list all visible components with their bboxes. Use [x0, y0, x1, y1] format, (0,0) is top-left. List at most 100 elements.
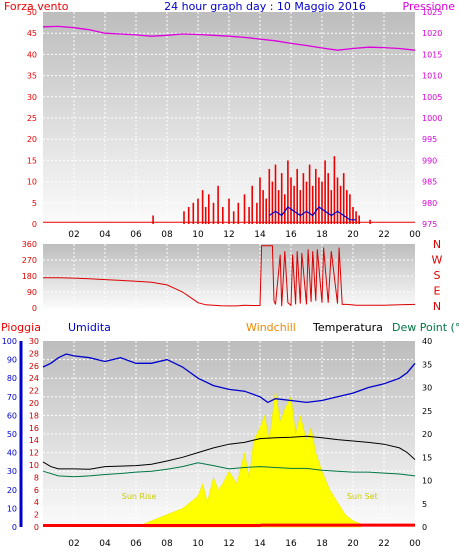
hour-tick-label: 14: [254, 230, 266, 240]
wind-bar: [296, 168, 298, 224]
temp-left-tick-label: 12: [29, 449, 39, 458]
wind-bar: [228, 198, 230, 224]
pressure-tick-label: 995: [422, 135, 437, 144]
wind-bar: [271, 181, 274, 224]
rain-tick-label: 40: [7, 449, 17, 458]
rain-tick-label: 20: [7, 486, 17, 495]
wind-tick-label: 25: [27, 114, 37, 123]
compass-label: N: [433, 300, 441, 313]
wind-pressure-panel: 24 hour graph day : 10 Maggio 2016 Forza…: [4, 0, 455, 240]
pressure-tick-label: 1000: [422, 114, 442, 123]
rain-tick-label: 70: [7, 393, 17, 402]
wind-bar: [222, 207, 224, 224]
wind-bar: [311, 185, 314, 224]
wind-bar: [277, 190, 280, 224]
rain-tick-label: 10: [7, 504, 17, 513]
hour-tick-label: 20: [347, 539, 359, 549]
temp-right-tick-label: 15: [422, 453, 432, 462]
wind-tick-label: 45: [27, 29, 37, 38]
wind-bar: [232, 211, 235, 224]
hour-tick-label: 06: [130, 230, 142, 240]
wind-bar: [346, 190, 348, 224]
temp-right-tick-label: 0: [422, 523, 427, 532]
wind-bar: [330, 190, 333, 224]
pressure-line: [42, 25, 416, 51]
wind-bar: [308, 164, 311, 224]
wind-bar: [318, 177, 320, 224]
wind-bar: [333, 156, 336, 224]
temp-left-tick-label: 16: [29, 424, 39, 433]
wind-bar: [290, 177, 292, 224]
wind-bar: [251, 185, 253, 224]
sun-annotation: Sun Rise: [122, 492, 157, 501]
wind-bar: [284, 194, 286, 224]
wind-bar: [369, 219, 371, 224]
hour-tick-label: 16: [285, 539, 297, 549]
compass-label: S: [434, 269, 441, 282]
wind-tick-label: 20: [27, 135, 37, 144]
hour-tick-label: 12: [223, 539, 234, 549]
temperature-line: [42, 435, 416, 470]
temp-left-tick-label: 22: [29, 387, 39, 396]
wind-bar: [212, 202, 215, 224]
wind-bar: [256, 202, 258, 224]
wind-bar: [324, 160, 326, 224]
temp-left-tick-label: 24: [29, 374, 39, 383]
wind-axis-label: Forza vento: [4, 0, 69, 13]
direction-tick-label: 360: [22, 240, 37, 249]
wind-bar: [305, 181, 308, 224]
wind-bar: [327, 173, 329, 224]
temp-right-tick-label: 5: [422, 500, 427, 509]
hour-tick-label: 18: [316, 230, 328, 240]
hour-tick-label: 00: [409, 539, 421, 549]
temp-left-tick-label: 18: [29, 411, 39, 420]
pressure-tick-label: 980: [422, 199, 437, 208]
wind-bar: [248, 207, 250, 224]
temp-left-tick-label: 20: [29, 399, 39, 408]
hour-tick-label: 16: [285, 230, 297, 240]
wind-bar: [352, 207, 354, 224]
temp-left-tick-label: 14: [29, 436, 39, 445]
hour-tick-label: 18: [316, 539, 328, 549]
hour-tick-label: 04: [99, 230, 111, 240]
wind-bar: [339, 185, 342, 224]
wind-tick-label: 5: [32, 199, 37, 208]
hour-tick-label: 08: [161, 539, 173, 549]
rain-tick-label: 80: [7, 374, 17, 383]
wind-bar: [187, 207, 190, 224]
direction-tick-label: 180: [22, 272, 37, 281]
wind-bar: [262, 190, 264, 224]
wind-bar: [259, 177, 261, 224]
humidity-axis-label: Umidita: [68, 321, 111, 334]
hour-tick-label: 12: [223, 230, 234, 240]
rain-axis-label: Pioggia: [1, 321, 41, 334]
hour-tick-label: 10: [192, 539, 204, 549]
rain-tick-label: 0: [12, 523, 17, 532]
wind-tick-label: 35: [27, 72, 37, 81]
wind-bar: [197, 198, 199, 224]
wind-bar: [280, 173, 283, 224]
wind-bar: [355, 211, 357, 224]
hour-tick-label: 10: [192, 230, 204, 240]
wind-bar: [349, 194, 351, 224]
hour-tick-label: 00: [409, 230, 421, 240]
temp-left-tick-label: 26: [29, 362, 39, 371]
wind-bar: [358, 215, 360, 224]
direction-tick-label: 90: [27, 288, 37, 297]
compass-label: E: [434, 285, 441, 298]
hour-tick-label: 02: [68, 230, 79, 240]
humidity-line: [42, 353, 416, 404]
hour-tick-label: 20: [347, 230, 359, 240]
wind-bar: [336, 177, 339, 224]
temp-left-tick-label: 2: [34, 511, 39, 520]
wind-bar: [183, 211, 185, 224]
solar-area: [143, 390, 362, 528]
temp-right-tick-label: 40: [422, 337, 432, 346]
wind-bar: [217, 185, 219, 224]
wind-bar: [302, 173, 305, 224]
wind-tick-label: 40: [27, 50, 37, 59]
hour-tick-label: 22: [378, 539, 389, 549]
wind-tick-label: 0: [32, 220, 37, 229]
temp-left-tick-label: 6: [34, 486, 39, 495]
wind-tick-label: 50: [27, 8, 37, 17]
